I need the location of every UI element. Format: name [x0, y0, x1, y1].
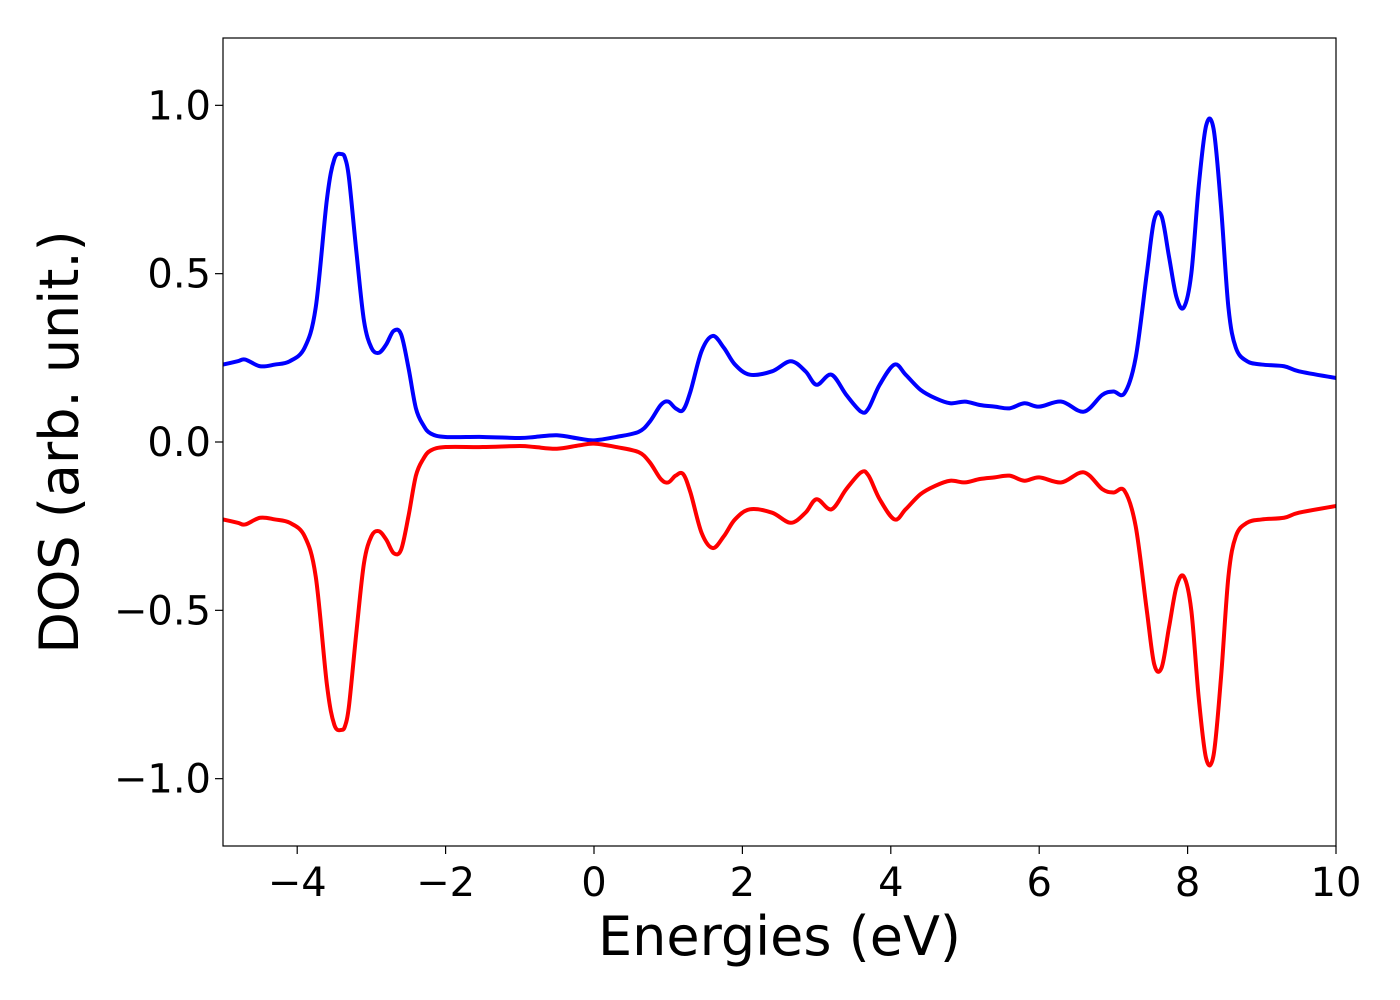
- x-tick-label: 4: [878, 860, 903, 906]
- x-tick-label: 2: [730, 860, 755, 906]
- x-tick-label: 8: [1175, 860, 1200, 906]
- y-tick-label: 1.0: [147, 83, 211, 129]
- x-tick-label: −4: [268, 860, 327, 906]
- y-tick-label: 0.5: [147, 252, 211, 298]
- y-tick-label: −0.5: [114, 588, 211, 634]
- y-tick-label: 0.0: [147, 420, 211, 466]
- series-line-0: [223, 116, 1336, 443]
- y-axis-label: DOS (arb. unit.): [28, 230, 91, 653]
- x-tick-label: 10: [1311, 860, 1362, 906]
- x-tick-label: 6: [1026, 860, 1051, 906]
- x-axis-label: Energies (eV): [598, 905, 961, 968]
- y-axis-ticks: −1.0 −0.5 0.0 0.5 1.0: [114, 83, 223, 803]
- x-tick-label: −2: [416, 860, 475, 906]
- plot-frame: [222, 37, 1337, 847]
- series-line-1: [223, 441, 1336, 768]
- y-tick-label: −1.0: [114, 757, 211, 803]
- x-tick-label: 0: [581, 860, 606, 906]
- x-axis-ticks: −4 −2 0 2 4 6 8 10: [268, 846, 1362, 906]
